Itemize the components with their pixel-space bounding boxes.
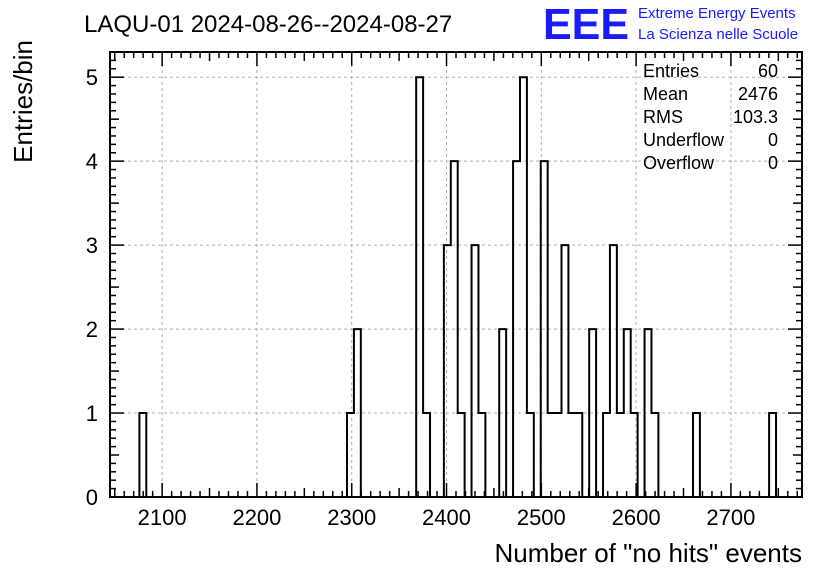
chart-title: LAQU-01 2024-08-26--2024-08-27 [84,11,452,38]
y-tick-label: 0 [86,485,98,510]
histogram-bin [423,413,430,497]
stats-box: Entries 60 Mean 2476 RMS 103.3 Underflow 0 Overf… [643,61,778,173]
histogram-bin [527,413,534,497]
histogram-bin [478,413,485,497]
x-tick-label: 2200 [232,505,281,530]
x-axis-label: Number of "no hits" events [495,538,803,568]
y-tick-labels: 0 1 2 3 4 5 [86,65,98,510]
y-axis-label: Entries/bin [8,40,38,163]
histogram-bin [520,77,527,497]
eee-logo: EEE Extreme Energy Events La Scienza nel… [543,0,798,49]
stat-value: 0 [768,130,778,150]
y-tick-label: 2 [86,317,98,342]
histogram-bin [139,413,146,497]
y-tick-label: 4 [86,149,98,174]
histogram-bin [603,413,610,497]
x-tick-label: 2700 [706,505,755,530]
stat-label: Entries [643,61,699,81]
histogram-bin [617,413,624,497]
histogram-bin [555,413,562,497]
histogram-bin [568,413,575,497]
stat-label: Overflow [643,153,715,173]
stat-value: 2476 [738,84,778,104]
y-tick-label: 1 [86,401,98,426]
stat-label: Mean [643,84,688,104]
stat-value: 0 [768,153,778,173]
histogram-bin [458,413,465,497]
x-tick-label: 2600 [612,505,661,530]
logo-line-1: Extreme Energy Events [638,5,796,22]
stat-label: Underflow [643,130,725,150]
axis-ticks [110,51,802,498]
histogram-bin [610,245,617,497]
histogram-bin [693,413,700,497]
histogram-bin [548,413,555,497]
histogram-bin [769,413,776,497]
histogram-bin [651,413,658,497]
stat-label: RMS [643,107,683,127]
histogram-bin [444,245,451,497]
x-tick-label: 2500 [517,505,566,530]
grid-lines [110,52,802,497]
x-tick-label: 2400 [422,505,471,530]
x-tick-label: 2100 [138,505,187,530]
x-tick-labels: 2100 2200 2300 2400 2500 2600 2700 [138,505,756,530]
x-tick-label: 2300 [327,505,376,530]
histogram-bin [472,245,479,497]
y-tick-label: 3 [86,233,98,258]
y-tick-label: 5 [86,65,98,90]
histogram-outline [138,76,778,497]
stat-value: 103.3 [733,107,778,127]
stat-value: 60 [758,61,778,81]
plot-frame [109,51,803,498]
histogram-bin [562,245,569,497]
histogram-bin [347,413,354,497]
logo-mark: EEE [543,0,629,49]
logo-line-2: La Scienza nelle Scuole [638,26,798,43]
histogram-bin [575,413,582,497]
histogram-bin [416,77,423,497]
